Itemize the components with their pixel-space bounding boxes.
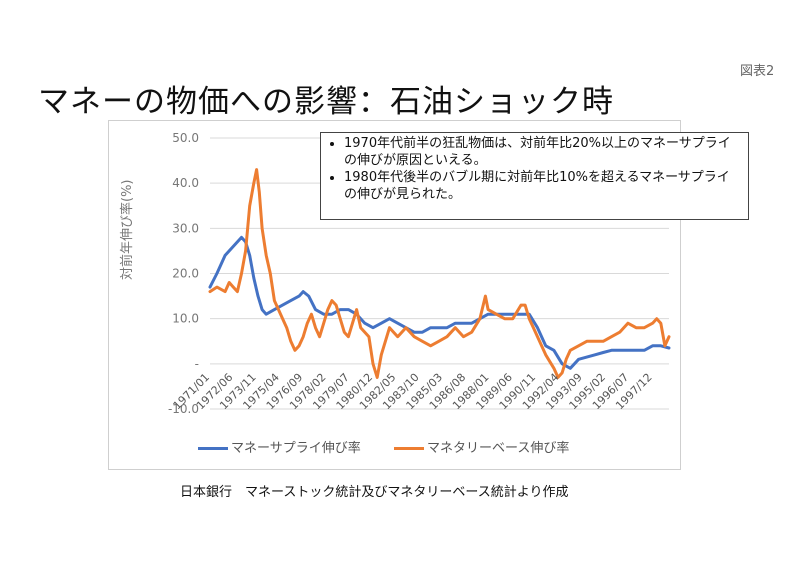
annotation-bullet: 1970年代前半の狂乱物価は、対前年比20%以上のマネーサプライの伸びが原因とい… xyxy=(344,135,742,169)
source-note: 日本銀行 マネーストック統計及びマネタリーベース統計より作成 xyxy=(180,485,569,500)
y-tick-label: 10.0 xyxy=(172,312,199,326)
annotation-bullet: 1980年代後半のバブル期に対前年比10%を超えるマネーサプライの伸びが見られた… xyxy=(344,169,742,203)
monetary-base-line xyxy=(208,168,671,379)
legend-swatch xyxy=(198,447,228,450)
slide-title: マネーの物価への影響：石油ショック時 xyxy=(38,84,614,120)
y-tick-label: 20.0 xyxy=(172,267,199,281)
money-supply-line xyxy=(208,235,671,370)
y-tick-label: 40.0 xyxy=(172,176,199,190)
y-tick-label: 50.0 xyxy=(172,131,199,145)
legend-item-monetary-base: マネタリーベース伸び率 xyxy=(394,437,569,456)
legend-label: マネタリーベース伸び率 xyxy=(427,441,570,456)
line-chart: -10.0-10.020.030.040.050.01971/011972/06… xyxy=(168,131,671,416)
y-tick-label: 30.0 xyxy=(172,221,199,235)
y-tick-label: -10.0 xyxy=(168,402,199,416)
legend-swatch xyxy=(394,447,424,450)
legend-label: マネーサプライ伸び率 xyxy=(231,441,361,456)
y-tick-label: - xyxy=(195,357,199,371)
y-axis-label: 対前年伸び率(%) xyxy=(120,179,135,281)
annotation-box: 1970年代前半の狂乱物価は、対前年比20%以上のマネーサプライの伸びが原因とい… xyxy=(320,132,749,220)
figure-label: 図表2 xyxy=(740,64,775,79)
legend-item-money-supply: マネーサプライ伸び率 xyxy=(198,437,361,456)
